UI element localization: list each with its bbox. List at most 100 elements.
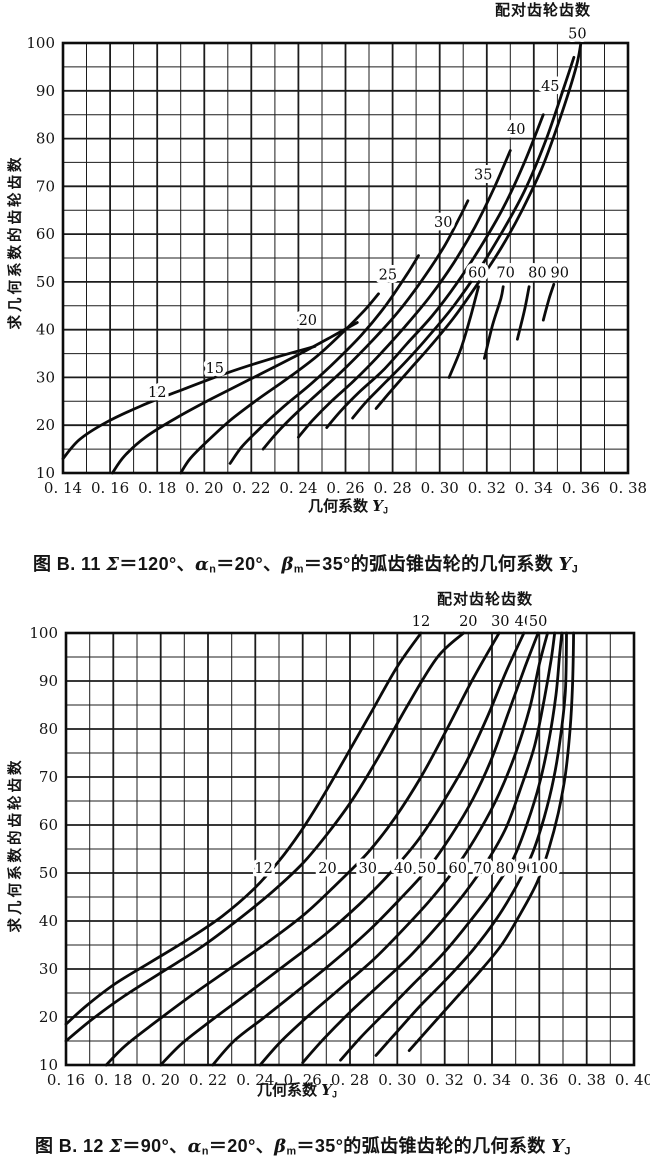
curve-family bbox=[64, 631, 575, 1067]
text-run: 图 B. 12 bbox=[35, 1136, 110, 1156]
fig1-caption: 图 B. 11 Σ＝120°、αn＝20°、βm＝35°的弧齿锥齿轮的几何系数 … bbox=[33, 554, 578, 576]
x-tick-label: 0. 30 bbox=[378, 1071, 416, 1089]
x-tick-label: 0. 14 bbox=[44, 479, 82, 497]
curve-label-20: 20 bbox=[318, 861, 336, 877]
fig2-caption: 图 B. 12 Σ＝90°、αn＝20°、βm＝35°的弧齿锥齿轮的几何系数 Y… bbox=[35, 1136, 571, 1158]
italic-symbol: α bbox=[187, 1136, 202, 1157]
x-tick-label: 0. 34 bbox=[473, 1071, 511, 1089]
x-tick-label: 0. 18 bbox=[94, 1071, 132, 1089]
curve-label-15: 15 bbox=[206, 361, 224, 377]
x-tick-label: 0. 22 bbox=[189, 1071, 227, 1089]
curve-label-30: 30 bbox=[434, 215, 452, 231]
figure-1: 0. 14 0. 16 0. 18 0. 20 0. 22 0. 24 0. 26 0. 28… bbox=[26, 23, 647, 497]
fig1-mating-gear-teeth-header: 配对齿轮齿数 bbox=[494, 2, 591, 19]
subscript-text: m bbox=[293, 563, 304, 576]
curve-label-40: 40 bbox=[515, 614, 533, 630]
italic-symbol: α bbox=[195, 554, 210, 575]
y-tick-labels: 10 20 30 40 50 60 70 80 90 100 bbox=[29, 624, 58, 1074]
curve-label-45: 45 bbox=[541, 79, 559, 95]
text-run: 几何系数 bbox=[308, 498, 373, 515]
y-tick-label: 60 bbox=[39, 816, 58, 834]
curve-label-35: 35 bbox=[474, 167, 492, 183]
italic-symbol: Y bbox=[558, 554, 572, 575]
x-tick-labels: 0. 16 0. 18 0. 20 0. 22 0. 24 0. 26 0. 28 0. 30… bbox=[47, 1071, 650, 1089]
y-tick-label: 40 bbox=[39, 912, 58, 930]
subscript-text: J bbox=[382, 505, 388, 516]
curve-label-50: 50 bbox=[418, 861, 436, 877]
y-tick-label: 20 bbox=[39, 1008, 58, 1026]
curve-70 bbox=[301, 631, 557, 1064]
curve-80 bbox=[339, 631, 564, 1062]
curve-label-30: 30 bbox=[491, 614, 509, 630]
text-run: ＝35°的弧齿锥齿轮的几何系数 bbox=[303, 554, 559, 574]
curve-12 bbox=[61, 345, 317, 461]
y-tick-label: 40 bbox=[36, 321, 55, 339]
grid bbox=[65, 632, 635, 1066]
curve-label-20: 20 bbox=[459, 614, 477, 630]
x-tick-labels: 0. 14 0. 16 0. 18 0. 20 0. 22 0. 24 0. 26 0. 28… bbox=[44, 479, 647, 497]
curve-20 bbox=[64, 631, 465, 1043]
curve-90 bbox=[541, 282, 556, 322]
x-tick-label: 0. 26 bbox=[326, 479, 364, 497]
curve-label-25: 25 bbox=[379, 268, 397, 284]
curve-35 bbox=[297, 149, 512, 439]
italic-symbol: β bbox=[274, 1136, 287, 1157]
curve-label-60: 60 bbox=[448, 861, 466, 877]
y-tick-label: 60 bbox=[36, 225, 55, 243]
italic-symbol: Σ bbox=[109, 1136, 123, 1157]
italic-symbol: Σ bbox=[106, 554, 120, 575]
x-tick-label: 0. 24 bbox=[236, 1071, 274, 1089]
curve-100 bbox=[407, 631, 575, 1052]
curve-45 bbox=[351, 55, 576, 420]
text-run: ＝90°、 bbox=[122, 1136, 188, 1156]
x-tick-label: 0. 36 bbox=[520, 1071, 558, 1089]
curve-90 bbox=[374, 631, 568, 1057]
italic-symbol: β bbox=[281, 554, 294, 575]
x-tick-label: 0. 20 bbox=[185, 479, 223, 497]
plot-border bbox=[61, 41, 630, 475]
curve-40 bbox=[325, 113, 545, 429]
curve-25 bbox=[228, 254, 420, 465]
curve-30 bbox=[104, 631, 501, 1067]
y-tick-label: 100 bbox=[29, 624, 58, 642]
text-run: ＝20°、 bbox=[208, 1136, 275, 1156]
curve-label-12: 12 bbox=[148, 385, 166, 401]
fig1-y-axis-title: 求几何系数的齿轮齿数 bbox=[8, 154, 24, 330]
curve-50 bbox=[374, 41, 583, 410]
y-tick-label: 70 bbox=[39, 768, 58, 786]
curve-30 bbox=[261, 199, 470, 451]
subscript-text: n bbox=[201, 1145, 209, 1158]
italic-symbol: Y bbox=[321, 1081, 332, 1099]
text-run: ＝35°的弧齿锥齿轮的几何系数 bbox=[296, 1136, 552, 1156]
text-run: 几何系数 bbox=[257, 1082, 322, 1099]
y-tick-label: 10 bbox=[39, 1056, 58, 1074]
fig1-x-axis-title: 几何系数 YJ bbox=[238, 497, 458, 516]
fig2-y-axis-title: 求几何系数的齿轮齿数 bbox=[8, 757, 24, 933]
x-tick-label: 0. 32 bbox=[468, 479, 506, 497]
y-tick-label: 70 bbox=[36, 177, 55, 195]
curve-label-40: 40 bbox=[507, 122, 525, 138]
y-tick-label: 80 bbox=[39, 720, 58, 738]
curve-label-30: 30 bbox=[358, 861, 376, 877]
curve-labels: 12 15 20 25 30 35 40 45 50 60 70 80 90 bbox=[144, 23, 590, 404]
curve-80 bbox=[516, 285, 531, 341]
x-tick-label: 0. 24 bbox=[279, 479, 317, 497]
curve-60 bbox=[447, 285, 480, 379]
curve-label-12: 12 bbox=[412, 614, 430, 630]
curve-60 bbox=[258, 631, 549, 1067]
x-tick-label: 0. 28 bbox=[331, 1071, 369, 1089]
x-tick-label: 0. 38 bbox=[568, 1071, 606, 1089]
x-tick-label: 0. 18 bbox=[138, 479, 176, 497]
curve-70 bbox=[483, 285, 505, 360]
curve-label-50: 50 bbox=[568, 26, 586, 42]
x-tick-label: 0. 28 bbox=[374, 479, 412, 497]
x-tick-label: 0. 22 bbox=[232, 479, 270, 497]
fig2-x-axis-title: 几何系数 YJ bbox=[187, 1081, 407, 1100]
x-tick-label: 0. 34 bbox=[515, 479, 553, 497]
y-tick-label: 20 bbox=[36, 416, 55, 434]
curve-20 bbox=[179, 292, 380, 475]
curve-label-90: 90 bbox=[550, 265, 568, 281]
